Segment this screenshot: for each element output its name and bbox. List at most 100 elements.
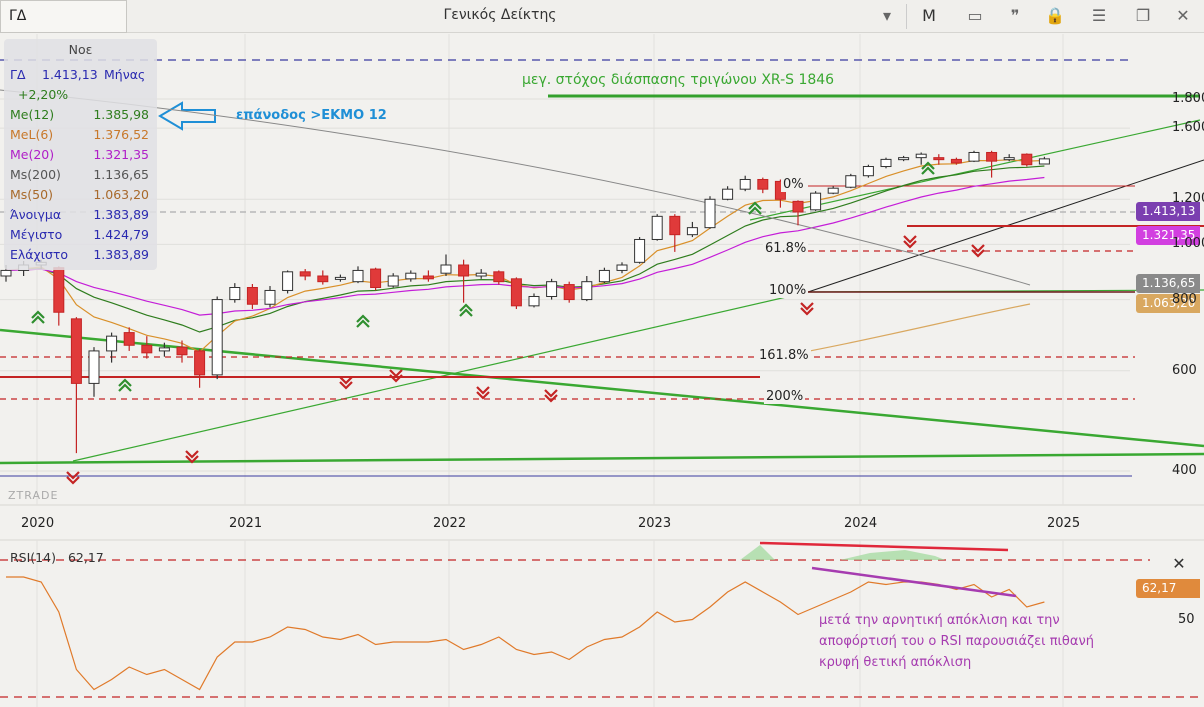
buy-signal-icon: [118, 378, 132, 392]
sell-signal-icon: [185, 450, 199, 464]
legend-row: Άνοιγμα 1.383,89: [10, 205, 155, 225]
legend-period: Νοε: [68, 42, 93, 57]
candle-body: [845, 175, 857, 188]
candle-body: [299, 271, 311, 277]
me20-price-tag: 1.321,35: [1136, 226, 1200, 245]
candle-body: [70, 318, 82, 384]
candle-body: [915, 153, 927, 159]
period-button[interactable]: M: [922, 6, 936, 25]
legend-price: 1.413,13: [42, 67, 98, 82]
chevron-down-icon[interactable]: ▾: [882, 6, 892, 25]
legend-row: Ms(50) 1.063,20: [10, 185, 155, 205]
sell-signal-icon: [544, 389, 558, 403]
buy-signal-icon: [921, 161, 935, 175]
candle-body: [458, 264, 470, 277]
candle-body: [246, 286, 258, 305]
candle-body: [106, 335, 118, 352]
candle-body: [546, 281, 558, 297]
candle-body: [528, 295, 540, 307]
y-axis-tick-label: 800: [1172, 291, 1197, 307]
rsi-value-tag: 62,17: [1136, 579, 1200, 598]
candle-body: [334, 276, 346, 280]
candle-body: [493, 271, 505, 283]
candle-body: [563, 284, 575, 301]
legend-row-value: 1.063,20: [93, 187, 149, 202]
candle-body: [1038, 158, 1050, 165]
legend-row-value: 1.136,65: [93, 167, 149, 182]
candlesticks: [0, 150, 1050, 454]
symbol-input[interactable]: ΓΔ: [0, 0, 127, 33]
x-axis-tick-label: 2025: [1047, 516, 1081, 531]
sell-signal-icon: [476, 386, 490, 400]
buy-signal-icon: [31, 310, 45, 324]
triangle-base-line: [0, 452, 1204, 465]
lock-icon[interactable]: 🔒: [1045, 6, 1065, 25]
candle-body: [141, 344, 153, 354]
candle-body: [968, 151, 980, 162]
close-icon[interactable]: ✕: [1176, 6, 1190, 25]
ms200-price-tag: 1.136,65: [1136, 274, 1200, 293]
candle-body: [880, 158, 892, 168]
candle-body: [722, 188, 734, 200]
candle-body: [862, 166, 874, 177]
legend-row-label: Ms(50): [10, 187, 53, 202]
legend-interval: Μήνας: [104, 67, 146, 82]
legend-row-label: Ms(200): [10, 167, 61, 182]
candle-body: [757, 178, 769, 190]
rsi-axis-50: 50: [1178, 612, 1195, 627]
candle-body: [211, 299, 223, 376]
ms50-price-tag: 1.063,20: [1136, 294, 1200, 313]
x-axis-tick-label: 2024: [844, 516, 878, 531]
return-arrow: [158, 101, 216, 131]
candle-body: [950, 158, 962, 164]
legend-row-value: 1.321,35: [93, 147, 149, 162]
fib-100-label: 100%: [767, 283, 809, 298]
candle-body: [194, 350, 206, 376]
rsi-value: 62,17: [67, 550, 104, 565]
legend-row: Ms(200) 1.136,65: [10, 165, 155, 185]
legend-row-label: Me(12): [10, 107, 55, 122]
candle-body: [986, 151, 998, 162]
fib-200-label: 200%: [764, 389, 806, 404]
rsi-negative-divergence-line: [759, 541, 1009, 552]
candle-body: [264, 289, 276, 305]
rsi-note-line3: κρυφή θετική απόκλιση: [819, 655, 972, 670]
candle-body: [810, 192, 822, 211]
legend-row-label: Ελάχιστο: [10, 247, 69, 262]
rsi-note-line1: μετά την αρνητική απόκλιση και την: [819, 613, 1060, 628]
candle-body: [686, 227, 698, 236]
legend-change: +2,20%: [18, 87, 69, 102]
layout-icon[interactable]: ▭: [967, 6, 983, 25]
candle-body: [616, 264, 628, 271]
candle-body: [282, 271, 294, 291]
channel-upper-line: [749, 119, 1201, 221]
y-axis-tick-label: 1.800: [1172, 91, 1204, 106]
fib-1618-label: 161.8%: [757, 348, 811, 363]
rsi-line: [6, 576, 1045, 691]
candle-body: [123, 332, 135, 346]
candle-body: [387, 275, 399, 287]
candle-body: [1003, 157, 1015, 161]
last-price-tag: 1.413,13: [1136, 202, 1200, 221]
y-axis-tick-label: 1.000: [1172, 236, 1204, 252]
restore-window-icon[interactable]: ❐: [1135, 6, 1151, 25]
menu-icon[interactable]: ☰: [1091, 6, 1107, 25]
candle-body: [405, 272, 417, 280]
rsi-overbought-fill: [740, 545, 775, 560]
candle-body: [158, 347, 170, 352]
legend-row-label: Άνοιγμα: [10, 207, 62, 222]
candle-body: [475, 272, 487, 277]
candle-body: [88, 350, 100, 384]
quote-icon[interactable]: ❞: [1010, 6, 1020, 25]
legend-row: Me(12) 1.385,98: [10, 105, 155, 125]
candle-body: [229, 286, 241, 301]
candle-body: [370, 268, 382, 288]
legend-row: Ελάχιστο 1.383,89: [10, 245, 155, 265]
sell-signal-icon: [800, 302, 814, 316]
candle-body: [1021, 153, 1033, 166]
candle-body: [510, 278, 522, 307]
close-rsi-icon[interactable]: ✕: [1172, 554, 1186, 573]
toolbar: ΓΔ Γενικός Δείκτης ▾ M ▭ ❞ 🔒 ☰ ❐ ✕: [0, 0, 1204, 33]
legend-row-label: Μέγιστο: [10, 227, 63, 242]
